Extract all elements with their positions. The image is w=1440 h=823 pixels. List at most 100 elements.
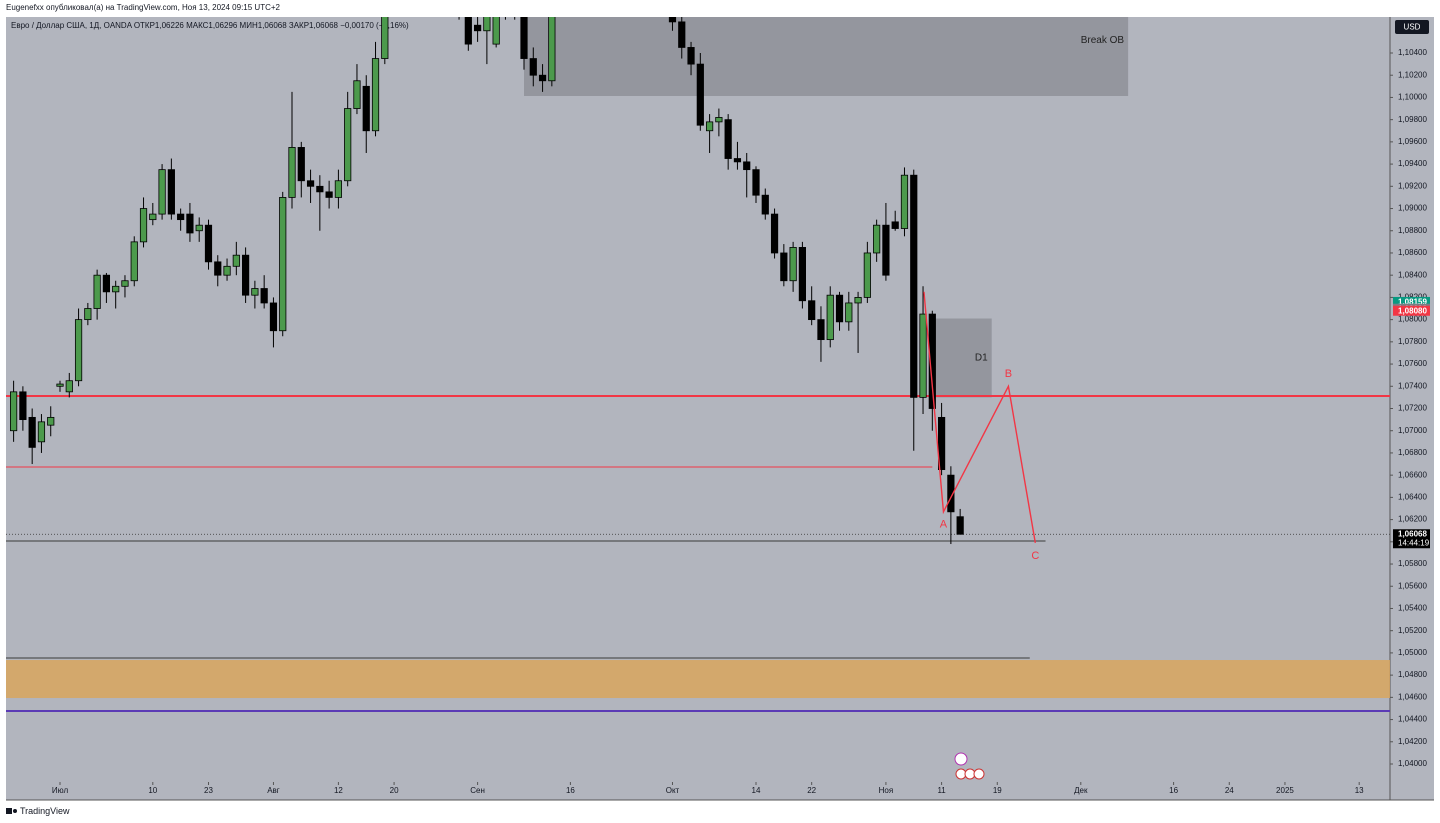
candle-body xyxy=(37,421,46,443)
candle-body xyxy=(752,169,760,196)
y-tick-label: 1,08800 xyxy=(1398,226,1427,235)
zone xyxy=(6,660,1390,699)
candle-body xyxy=(269,302,278,332)
y-tick-label: 1,06800 xyxy=(1398,448,1427,457)
candle-body xyxy=(139,208,148,243)
y-tick-label: 1,08600 xyxy=(1398,248,1427,257)
candle-body xyxy=(306,180,315,187)
zone-label: D1 xyxy=(975,353,988,364)
candle-body xyxy=(854,297,862,304)
price-badge xyxy=(1393,296,1430,307)
y-tick-label: 1,04800 xyxy=(1398,670,1427,679)
y-tick-label: 1,05600 xyxy=(1398,581,1427,590)
x-tick-label: 13 xyxy=(1355,786,1364,795)
candle-body xyxy=(288,147,296,198)
candle-body xyxy=(891,221,899,229)
wave-label: C xyxy=(1031,550,1039,562)
candle-body xyxy=(371,58,380,132)
y-tick-label: 1,09600 xyxy=(1398,137,1427,146)
y-tick-label: 1,04600 xyxy=(1398,692,1427,701)
last-price-badge xyxy=(1393,529,1430,549)
candle-body xyxy=(28,416,36,448)
currency-label[interactable]: USD xyxy=(1404,23,1421,32)
x-tick-label: 11 xyxy=(937,786,946,795)
candle-body xyxy=(177,213,185,221)
y-tick-label: 1,06200 xyxy=(1398,515,1427,524)
candle-body xyxy=(947,474,955,513)
footer-brand: TradingView xyxy=(20,806,70,816)
currency-badge[interactable] xyxy=(1395,20,1429,34)
x-tick-label: 16 xyxy=(566,786,575,795)
y-tick-label: 1,09400 xyxy=(1398,159,1427,168)
candle-body xyxy=(520,17,528,59)
candle-body xyxy=(93,274,101,309)
x-tick-label: 10 xyxy=(148,786,157,795)
candle-body xyxy=(344,108,352,182)
price-badge-label: 1,08159 xyxy=(1398,298,1427,307)
wave-label: B xyxy=(1005,368,1012,380)
candle-body xyxy=(158,169,166,215)
y-tick-label: 1,05200 xyxy=(1398,626,1427,635)
zone xyxy=(935,318,992,398)
candle-body xyxy=(47,416,55,426)
candle-body xyxy=(761,194,769,215)
candle-body xyxy=(297,147,305,182)
candle-body xyxy=(214,261,222,276)
candle-body xyxy=(668,17,677,23)
y-tick-label: 1,06600 xyxy=(1398,470,1427,479)
candle-body xyxy=(112,285,120,293)
y-tick-label: 1,09200 xyxy=(1398,181,1427,190)
publisher-line: Eugenefxx опубликовал(а) на TradingView.… xyxy=(6,3,281,12)
candle-body xyxy=(334,180,343,198)
candle-body xyxy=(167,169,175,215)
candle-body xyxy=(260,288,268,304)
candle-body xyxy=(464,17,472,45)
candle-body xyxy=(381,17,389,59)
candle-body xyxy=(353,80,361,109)
candle-body xyxy=(474,24,482,32)
candle-body xyxy=(808,300,816,321)
candle-body xyxy=(817,319,825,341)
x-tick-label: Сен xyxy=(470,786,485,795)
wave-label: A xyxy=(940,519,948,531)
y-tick-label: 1,04400 xyxy=(1398,715,1427,724)
candle-body xyxy=(529,58,537,76)
candle-body xyxy=(789,247,797,282)
x-tick-label: 20 xyxy=(390,786,399,795)
y-tick-label: 1,05000 xyxy=(1398,648,1427,657)
y-tick-label: 1,10400 xyxy=(1398,48,1427,57)
y-tick-label: 1,10200 xyxy=(1398,70,1427,79)
y-tick-label: 1,07200 xyxy=(1398,404,1427,413)
y-tick-label: 1,08400 xyxy=(1398,270,1427,279)
zone-label: Break OB xyxy=(1081,35,1125,46)
footer-logo xyxy=(6,808,17,814)
x-tick-label: Июл xyxy=(52,786,69,795)
candle-body xyxy=(204,224,213,263)
y-tick-label: 1,10000 xyxy=(1398,93,1427,102)
x-tick-label: 19 xyxy=(993,786,1002,795)
candle-body xyxy=(74,319,83,382)
x-tick-label: Ноя xyxy=(879,786,894,795)
candle-body xyxy=(733,158,742,163)
candle-body xyxy=(910,174,918,398)
y-tick-label: 1,07800 xyxy=(1398,337,1427,346)
x-tick-label: 24 xyxy=(1225,786,1234,795)
candle-body xyxy=(715,117,723,123)
wave-path xyxy=(923,291,1037,544)
zone xyxy=(524,17,1129,96)
y-tick-label: 1,06400 xyxy=(1398,492,1427,501)
candle-body xyxy=(483,17,491,32)
event-icon xyxy=(973,768,985,780)
candle-body xyxy=(548,17,556,82)
candle-body xyxy=(687,47,695,65)
x-tick-label: Дек xyxy=(1074,786,1088,795)
x-tick-label: 22 xyxy=(807,786,816,795)
candle-body xyxy=(835,294,844,323)
countdown-label: 14:44:19 xyxy=(1398,538,1430,547)
candle-body xyxy=(242,254,250,296)
x-tick-label: Авг xyxy=(267,786,280,795)
candle-body xyxy=(362,85,370,132)
candle-body xyxy=(873,224,881,254)
